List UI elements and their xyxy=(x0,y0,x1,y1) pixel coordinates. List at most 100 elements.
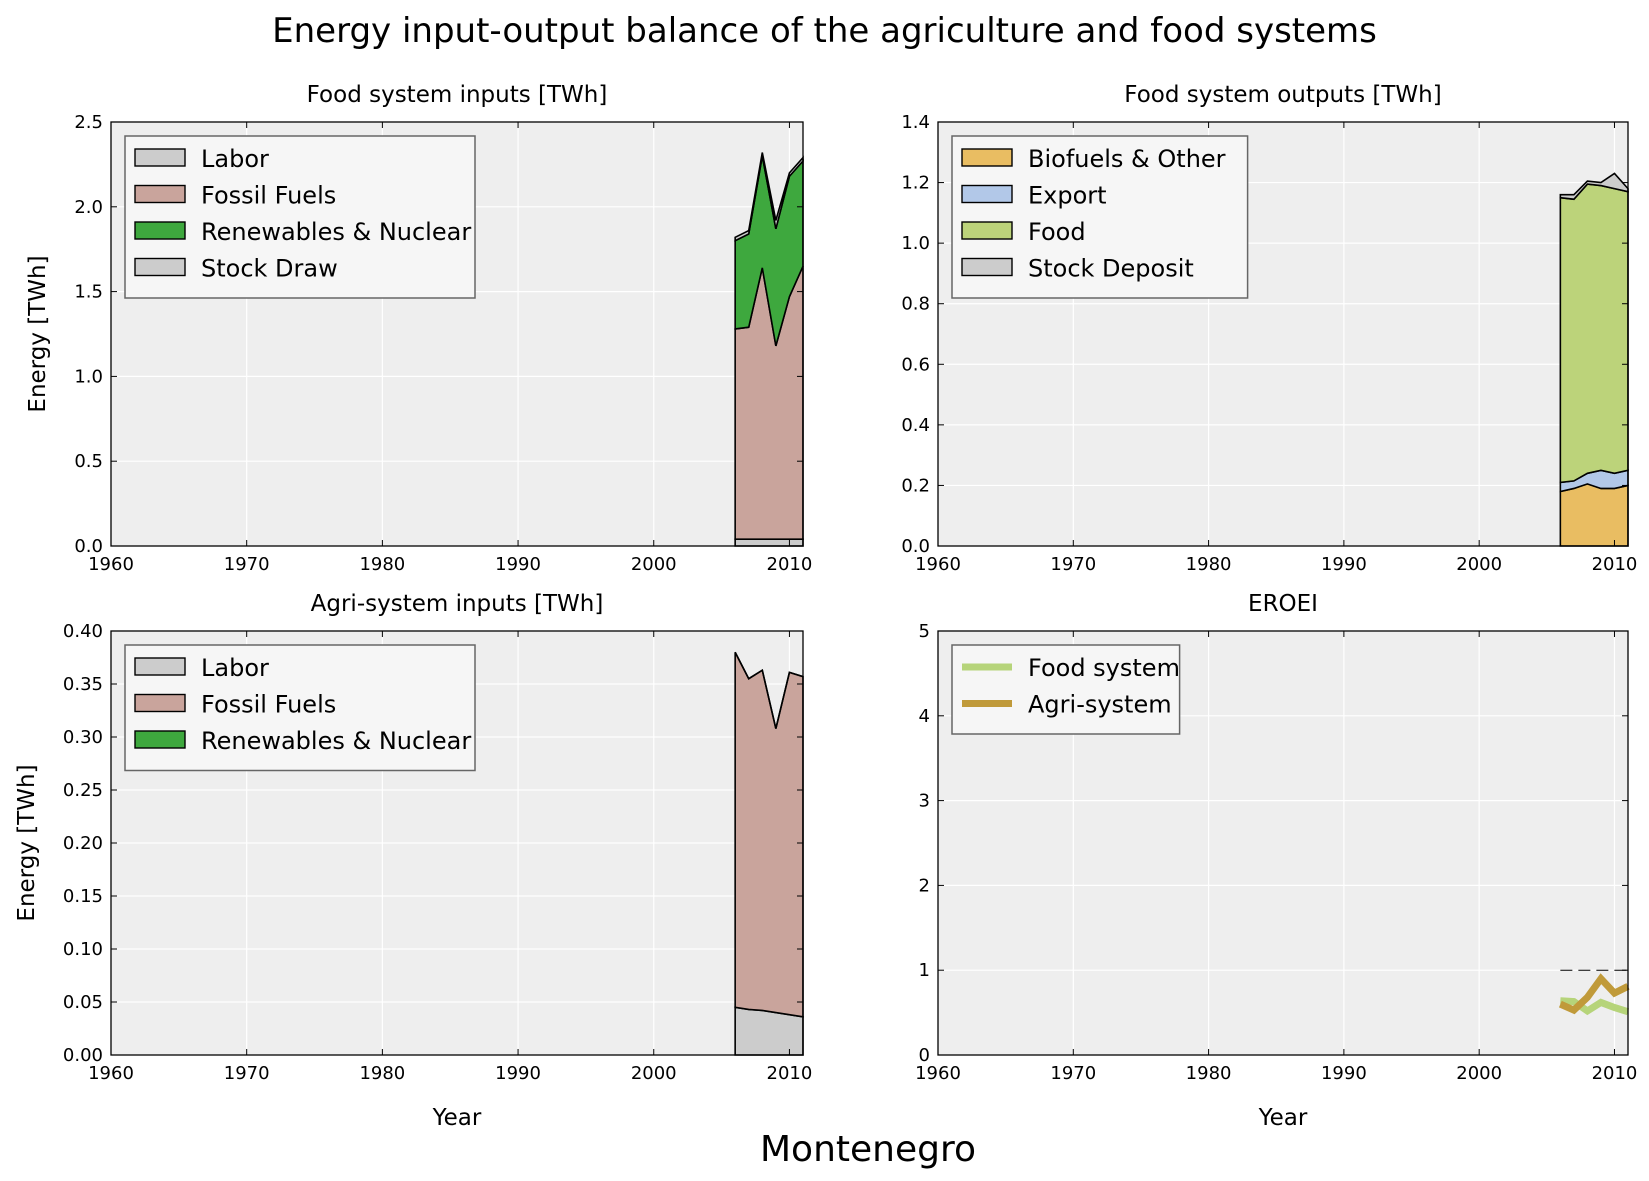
legend-swatch xyxy=(961,221,1013,240)
legend-box xyxy=(951,644,1181,735)
panel-food_inputs: 1960 1970 1980 1990 2000 2010 0.0 0.5 1.0 1.5 2.0 2… xyxy=(25,82,812,575)
legend-item-renewables-and-nuclear: Renewables & Nuclear xyxy=(134,727,471,755)
y-tick-label: 1.0 xyxy=(901,233,930,254)
y-tick-label: 2.5 xyxy=(74,112,103,133)
y-tick-label: 0.4 xyxy=(901,415,930,436)
y-axis-label: Energy [TWh] xyxy=(14,764,40,921)
y-tick-label: 0.6 xyxy=(901,354,930,375)
y-tick-label: 1.2 xyxy=(901,173,930,194)
x-tick-label: 2000 xyxy=(1456,554,1502,575)
y-tick-label: 0.10 xyxy=(63,939,103,960)
data-layer xyxy=(1558,969,1630,1016)
legend-label: Agri-system xyxy=(1028,691,1172,719)
legend: Food system Agri-system xyxy=(951,644,1181,735)
legend-swatch xyxy=(961,184,1013,204)
line-agri-system xyxy=(1558,973,1630,1015)
y-tick-label: 2.0 xyxy=(74,197,103,218)
country-label: Montenegro xyxy=(760,1129,976,1170)
legend-item-fossil-fuels: Fossil Fuels xyxy=(134,691,336,719)
legend-label: Renewables & Nuclear xyxy=(201,218,471,246)
y-tick-label: 3 xyxy=(919,791,930,812)
legend-swatch xyxy=(961,257,1013,277)
y-tick-label: 0.35 xyxy=(63,674,103,695)
panel-title: Agri-system inputs [TWh] xyxy=(311,591,604,617)
x-tick-label: 2010 xyxy=(1592,554,1638,575)
legend-item-export: Export xyxy=(961,182,1107,210)
figure-title: Energy input-output balance of the agric… xyxy=(272,11,1377,51)
legend-label: Fossil Fuels xyxy=(201,182,336,210)
legend-label: Labor xyxy=(201,145,269,173)
legend-item-labor: Labor xyxy=(134,654,269,682)
ticks: 1960 1970 1980 1990 2000 2010 0.0 0.5 1.0 1.5 2.0 2… xyxy=(74,112,812,575)
y-tick-label: 0.00 xyxy=(63,1045,103,1066)
legend-label: Labor xyxy=(201,654,269,682)
y-tick-label: 0.15 xyxy=(63,886,103,907)
x-tick-label: 1960 xyxy=(915,554,961,575)
legend: Biofuels & Other Export Food Stock Deposit xyxy=(951,135,1249,299)
legend-item-renewables-and-nuclear: Renewables & Nuclear xyxy=(134,218,471,246)
legend-item-fossil-fuels: Fossil Fuels xyxy=(134,182,336,210)
legend-item-food-system: Food system xyxy=(962,654,1180,682)
legend-swatch xyxy=(134,730,186,749)
legend-item-labor: Labor xyxy=(134,145,269,173)
legend-label: Biofuels & Other xyxy=(1028,145,1226,173)
y-tick-label: 0.30 xyxy=(63,727,103,748)
data-layer xyxy=(1559,172,1629,547)
x-tick-label: 1990 xyxy=(495,554,541,575)
y-tick-label: 0.25 xyxy=(63,780,103,801)
x-tick-label: 1980 xyxy=(1186,1063,1232,1084)
legend-label: Fossil Fuels xyxy=(201,691,336,719)
legend-label: Export xyxy=(1028,182,1107,210)
area-food xyxy=(1559,183,1629,484)
x-tick-label: 2010 xyxy=(1592,1063,1638,1084)
y-tick-label: 1.5 xyxy=(74,282,103,303)
x-tick-label: 1990 xyxy=(1321,554,1367,575)
ticks: 1960 1970 1980 1990 2000 2010 0.00 0.05 0.10 0.15… xyxy=(63,621,812,1084)
axes-frame xyxy=(937,630,1629,1056)
line-food-system xyxy=(1560,997,1630,1016)
y-tick-label: 1.4 xyxy=(901,112,930,133)
legend-label: Food system xyxy=(1028,654,1180,682)
legend: Labor Fossil Fuels Renewables & Nuclear xyxy=(124,644,476,772)
data-layer xyxy=(734,651,804,1056)
area-biofuels-and-other xyxy=(1559,483,1629,547)
legend-swatch xyxy=(134,221,186,240)
legend-item-stock-draw: Stock Draw xyxy=(134,255,338,283)
legend-swatch xyxy=(134,657,186,676)
x-tick-label: 1970 xyxy=(224,1063,270,1084)
y-tick-label: 0.5 xyxy=(74,451,103,472)
x-tick-label: 1960 xyxy=(915,1063,961,1084)
y-axis-label: Energy [TWh] xyxy=(25,255,51,412)
y-tick-label: 0.20 xyxy=(63,833,103,854)
x-tick-label: 2000 xyxy=(631,554,677,575)
legend-item-food: Food xyxy=(961,218,1086,246)
x-tick-label: 2000 xyxy=(1456,1063,1502,1084)
y-tick-label: 0.0 xyxy=(901,536,930,557)
y-tick-label: 5 xyxy=(919,621,930,642)
panel-title: Food system inputs [TWh] xyxy=(307,82,608,108)
panel-title: EROEI xyxy=(1248,591,1318,617)
legend-swatch xyxy=(134,184,186,204)
x-tick-label: 1980 xyxy=(359,1063,405,1084)
y-tick-label: 2 xyxy=(919,875,930,896)
x-tick-label: 2010 xyxy=(767,554,813,575)
legend-label: Food xyxy=(1028,218,1086,246)
panel-food_outputs: 1960 1970 1980 1990 2000 2010 0.0 0.2 0.4 0.6 0.8 1… xyxy=(901,82,1637,575)
y-tick-label: 0.2 xyxy=(901,475,930,496)
x-tick-label: 1990 xyxy=(1321,1063,1367,1084)
legend: Labor Fossil Fuels Renewables & Nuclear Sto… xyxy=(124,135,476,299)
legend-label: Stock Deposit xyxy=(1028,255,1194,283)
y-tick-label: 1.0 xyxy=(74,366,103,387)
x-tick-label: 2000 xyxy=(631,1063,677,1084)
x-axis-label: Year xyxy=(432,1105,482,1131)
legend-item-biofuels-and-other: Biofuels & Other xyxy=(961,145,1226,173)
x-tick-label: 1980 xyxy=(359,554,405,575)
data-layer xyxy=(734,152,804,547)
ticks: 1960 1970 1980 1990 2000 2010 0.0 0.2 0.4 0.6 0.8 1… xyxy=(901,112,1637,575)
axes-frame xyxy=(937,121,1629,547)
legend-swatch xyxy=(134,693,186,713)
y-tick-label: 4 xyxy=(919,706,930,727)
y-tick-label: 0.8 xyxy=(901,294,930,315)
legend-swatch xyxy=(961,148,1013,167)
